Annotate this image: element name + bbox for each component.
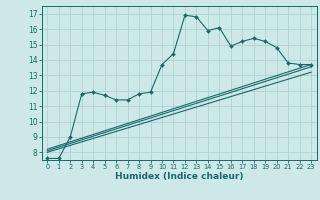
X-axis label: Humidex (Indice chaleur): Humidex (Indice chaleur): [115, 172, 244, 181]
